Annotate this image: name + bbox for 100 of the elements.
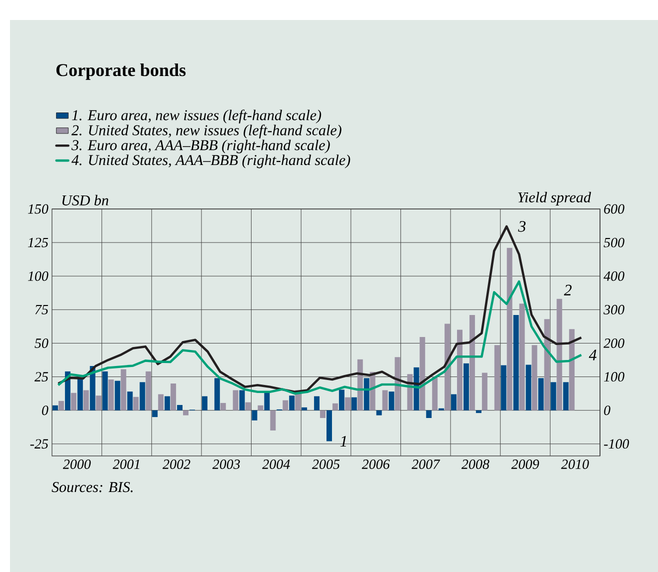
bar xyxy=(158,394,164,410)
x-tick-label: 2008 xyxy=(461,460,490,469)
bar xyxy=(183,410,189,416)
bar xyxy=(432,376,438,410)
bar xyxy=(351,397,357,410)
bar xyxy=(500,365,506,410)
bar xyxy=(96,396,102,410)
bar xyxy=(320,410,326,418)
bar xyxy=(544,319,550,410)
x-tick-label: 2002 xyxy=(162,460,190,469)
bar xyxy=(83,390,89,410)
bar xyxy=(252,410,258,420)
bar xyxy=(556,298,562,410)
x-tick-label: 2009 xyxy=(511,460,540,469)
annotation: 4 xyxy=(588,350,596,360)
y2-tick-label: 500 xyxy=(604,238,624,248)
y-tick-label: -25 xyxy=(30,439,48,449)
bar xyxy=(77,378,83,410)
chart-title: Corporate bonds xyxy=(56,63,186,80)
bar xyxy=(314,396,320,410)
bar xyxy=(264,392,270,410)
bar xyxy=(52,405,58,410)
bar xyxy=(120,369,126,410)
annotation: 1 xyxy=(340,436,346,446)
legend-label: 3. Euro area, AAA–BBB (right-hand scale) xyxy=(71,140,330,154)
bar xyxy=(239,390,245,410)
x-tick-label: 2010 xyxy=(561,460,589,469)
bar xyxy=(364,378,370,410)
x-tick-label: 2001 xyxy=(112,460,140,469)
legend-label: 2. United States, new issues (left-hand scale) xyxy=(71,124,342,138)
y2-tick-label: 200 xyxy=(604,338,624,348)
bar xyxy=(214,378,220,410)
bar xyxy=(164,396,170,410)
bar xyxy=(70,392,76,410)
bar xyxy=(220,402,226,410)
y-tick-label: 50 xyxy=(34,338,48,348)
bar xyxy=(332,403,338,410)
bar xyxy=(289,396,295,410)
y2-tick-label: -100 xyxy=(604,439,630,449)
bar xyxy=(563,382,569,410)
bar xyxy=(519,304,525,410)
bar xyxy=(469,315,475,410)
x-tick-label: 2005 xyxy=(312,460,340,469)
bar xyxy=(538,378,544,410)
source-note: Sources: BIS. xyxy=(52,482,133,492)
annotation: 3 xyxy=(518,221,526,232)
bar xyxy=(302,407,308,410)
x-tick-label: 2003 xyxy=(212,460,240,469)
bar xyxy=(202,396,208,410)
bar xyxy=(245,402,251,410)
bar xyxy=(494,345,500,410)
bar xyxy=(513,315,519,410)
bar xyxy=(102,371,108,410)
bar xyxy=(444,324,450,410)
y-axis-title: USD bn xyxy=(62,194,108,206)
bar xyxy=(526,364,532,410)
y2-tick-label: 400 xyxy=(604,271,624,281)
x-tick-label: 2007 xyxy=(412,460,440,469)
x-tick-label: 2006 xyxy=(362,460,390,469)
y2-tick-label: 600 xyxy=(604,204,624,214)
legend-label: 1. Euro area, new issues (left-hand scale) xyxy=(72,110,322,124)
bar xyxy=(177,404,183,410)
y-tick-label: 100 xyxy=(28,271,48,281)
bar xyxy=(170,384,176,410)
x-tick-label: 2004 xyxy=(262,460,290,469)
bar xyxy=(258,405,264,410)
bar xyxy=(127,392,133,410)
annotation: 2 xyxy=(564,284,572,296)
bar xyxy=(506,248,512,410)
bar xyxy=(532,345,538,410)
bar xyxy=(420,337,426,410)
x-tick-label: 2000 xyxy=(62,460,91,469)
bar xyxy=(482,372,488,410)
bar xyxy=(388,392,394,410)
bar xyxy=(133,396,139,410)
bar xyxy=(344,397,350,410)
bar xyxy=(376,410,382,416)
bar xyxy=(457,330,463,410)
bar xyxy=(338,390,344,410)
bar xyxy=(152,410,158,418)
bar xyxy=(114,380,120,410)
bar xyxy=(140,382,146,410)
bar xyxy=(270,410,276,430)
legend-label: 4. United States, AAA–BBB (right-hand scale) xyxy=(71,154,350,168)
y2-tick-label: 100 xyxy=(604,372,624,382)
y-tick-label: 0 xyxy=(42,406,48,416)
bar xyxy=(550,382,556,410)
bar xyxy=(108,379,114,410)
bar xyxy=(382,390,388,410)
bar xyxy=(58,400,64,410)
bar xyxy=(146,371,152,410)
bar xyxy=(476,410,482,414)
y2-tick-label: 0 xyxy=(604,406,610,416)
y2-tick-label: 300 xyxy=(604,304,624,314)
bar xyxy=(326,410,332,442)
y-tick-label: 150 xyxy=(28,204,48,214)
y-tick-label: 75 xyxy=(35,305,48,314)
bar xyxy=(426,410,432,418)
bar xyxy=(232,390,238,410)
y2-axis-title: Yield spread xyxy=(518,192,592,206)
